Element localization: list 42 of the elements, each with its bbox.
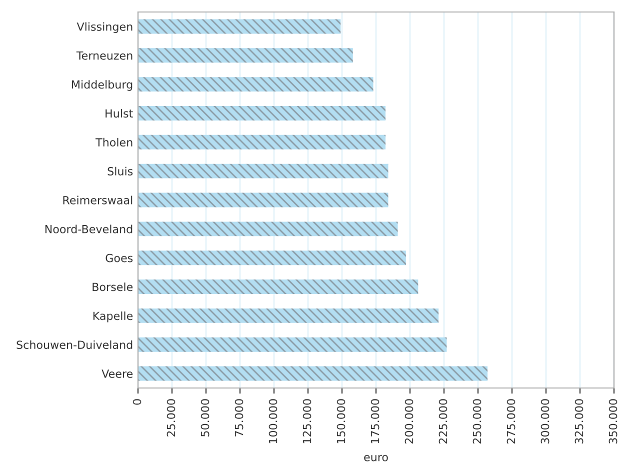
y-tick-label: Reimerswaal [63,196,132,204]
x-tick-label: 300.000 [540,399,550,444]
x-tick-label: 200.000 [404,399,414,444]
bar [138,48,353,63]
y-tick-label: Veere [102,370,133,378]
y-tick-label: Terneuzen [76,52,132,60]
y-tick-label: Sluis [108,166,133,176]
x-tick-label: 125.000 [302,399,312,444]
x-tick-label: 325.000 [574,399,584,444]
x-tick-label: 150.000 [336,399,346,444]
bar [138,366,488,381]
x-tick-label: 175.000 [370,399,380,444]
x-tick-label: 350.000 [608,399,618,444]
bar [138,77,374,92]
x-tick-label: 25.000 [166,399,176,436]
y-tick-label: Hulst [106,109,133,118]
y-tick-label: Schouwen-Duiveland [16,340,132,349]
x-tick-label: 250.000 [472,399,482,444]
bar [138,222,398,236]
y-tick-label: Middelburg [72,80,132,91]
bar [138,164,388,178]
x-tick-label: 100.000 [268,399,278,444]
bar [138,308,439,323]
x-tick-label: 275.000 [506,399,516,444]
y-tick-label: Vlissingen [76,22,132,33]
bar [138,19,341,34]
x-tick-label: 50.000 [200,399,210,436]
y-tick-label: Tholen [96,138,132,147]
y-tick-label: Goes [106,254,133,262]
x-tick-label: 225.000 [438,399,448,444]
x-tick-label: 0 [132,399,142,405]
bar [138,134,386,150]
x-axis-title: euro [364,454,388,462]
x-tick-label: 75.000 [234,399,244,436]
y-tick-label: Borsele [92,282,133,292]
bar [138,280,418,294]
y-tick-label: Kapelle [93,311,133,322]
bar [138,250,406,266]
bar [138,337,447,352]
bar [138,106,386,120]
bar [138,192,388,208]
y-tick-label: Noord-Beveland [45,224,132,234]
